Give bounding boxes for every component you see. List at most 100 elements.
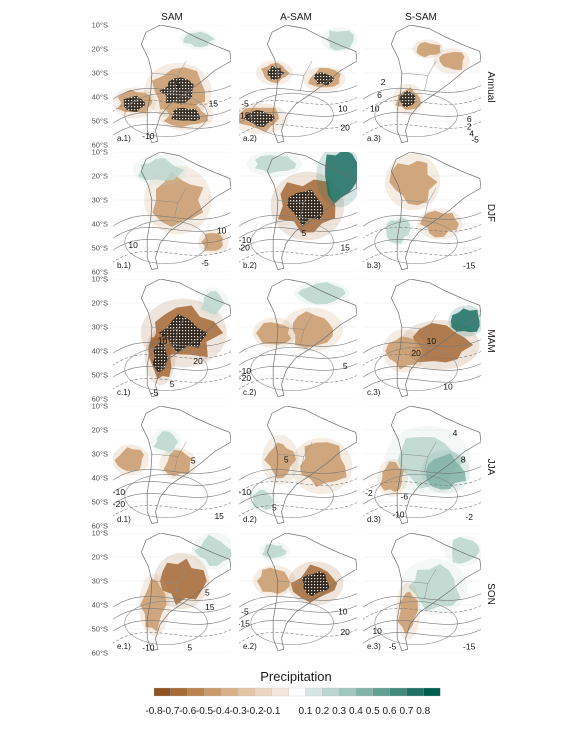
contour-label: 15 (240, 111, 250, 121)
contour-line (250, 347, 334, 391)
anomaly-region (425, 453, 466, 490)
contour-label: 5 (302, 228, 307, 238)
contour-label: 20 (340, 627, 350, 637)
anomaly-halo (395, 582, 421, 640)
contour-line (363, 338, 481, 354)
legend-label: 0.3 (332, 706, 346, 717)
contour-line (239, 477, 357, 493)
contour-line (363, 120, 481, 136)
latitude-tick-label: 20°S (92, 299, 108, 308)
legend-swatch (271, 687, 290, 697)
anomaly-halo (281, 307, 343, 352)
south-america-outline (390, 152, 481, 271)
anomaly-region (163, 449, 192, 477)
row-label-annual: Annual (485, 71, 496, 102)
south-america-outline (390, 25, 481, 144)
legend-swatch (305, 687, 323, 697)
contour-line (113, 235, 231, 251)
panel-tag: d.2) (243, 515, 257, 524)
legend-swatch (237, 687, 256, 697)
anomaly-halo (320, 26, 357, 52)
latitude-tick-labels: 10°S20°S30°S40°S50°S60°S10°S20°S30°S40°S… (92, 21, 108, 658)
anomaly-region (262, 544, 287, 559)
legend-swatch (204, 687, 222, 697)
contour-line (113, 223, 231, 239)
contour-label: 10 (217, 226, 227, 236)
contour-label: 5 (205, 587, 210, 597)
contour-line (363, 247, 481, 263)
anomaly-region (452, 537, 480, 564)
latitude-tick-label: 50°S (92, 625, 108, 634)
contour-line (113, 477, 231, 493)
anomaly-halo (158, 99, 214, 131)
anomaly-halo (444, 535, 481, 567)
contour-label: -6 (401, 492, 409, 502)
legend-swatch (153, 687, 172, 697)
panel-tag: a.2) (243, 134, 257, 143)
contour-line (239, 338, 357, 354)
panel-a2: -5 15 10 20 a.2) (239, 25, 357, 145)
contour-label: 20 (411, 348, 421, 358)
anomaly-halo (113, 87, 156, 119)
contour-line (113, 616, 231, 632)
country-border (150, 314, 187, 346)
legend-swatch (338, 687, 357, 697)
south-america-outline (266, 279, 357, 398)
anomaly-region (256, 567, 290, 594)
contour-line (113, 350, 231, 366)
legend-colorbar (153, 687, 441, 697)
south-america-outline (266, 152, 357, 271)
column-header-s-sam: S-SAM (405, 12, 437, 23)
contour-line (363, 465, 481, 481)
legend-label: 0.2 (315, 706, 329, 717)
latitude-tick-label: 20°S (92, 426, 108, 435)
contour-label: -5 (389, 641, 397, 651)
contour-line (374, 474, 458, 518)
legend-swatch (187, 687, 205, 697)
panel-tag: d.3) (367, 515, 381, 524)
legend-swatch (372, 687, 390, 697)
contour-label: -10 (239, 366, 252, 376)
contour-line (250, 220, 334, 264)
contour-line (250, 474, 334, 518)
contour-line (239, 489, 357, 505)
row-label-djf: DJF (485, 204, 496, 222)
contour-line (239, 247, 357, 263)
contour-label: 10 (372, 626, 382, 636)
legend-swatch (389, 687, 407, 697)
legend-label: -0.2 (246, 706, 264, 717)
panel-tag: e.1) (117, 642, 131, 651)
contour-line (113, 374, 231, 390)
contour-label: -20 (113, 499, 126, 509)
contour-line (363, 96, 481, 112)
latitude-tick-label: 30°S (92, 450, 108, 459)
country-border (150, 568, 187, 600)
latitude-tick-label: 50°S (92, 244, 108, 253)
latitude-tick-label: 10°S (92, 529, 108, 538)
contour-line (363, 489, 481, 505)
contour-line (239, 223, 357, 239)
legend-label: -0.6 (179, 706, 197, 717)
anomaly-region (140, 578, 167, 632)
anomaly-halo (144, 165, 212, 235)
contour-line (124, 601, 208, 645)
latitude-tick-label: 60°S (92, 141, 108, 150)
anomaly-halo (382, 329, 426, 373)
contour-label: 4 (469, 129, 474, 139)
contour-line (250, 93, 334, 137)
panel-tag: b.3) (367, 261, 381, 270)
panel-e2: -5 -15 10 20 e.2) (239, 533, 357, 653)
significance-hatch (314, 72, 334, 87)
south-america-outline (140, 25, 231, 144)
south-america-outline (390, 406, 481, 525)
contour-line (239, 211, 357, 227)
latitude-tick-label: 30°S (92, 69, 108, 78)
contour-line (239, 120, 357, 136)
contour-line (239, 96, 357, 112)
panel-b1: 10 10 -5 b.1) (113, 152, 231, 272)
contour-line (113, 604, 231, 620)
contour-label: 4 (453, 428, 458, 438)
anomaly-halo (255, 60, 293, 86)
anomaly-halo (113, 444, 150, 476)
